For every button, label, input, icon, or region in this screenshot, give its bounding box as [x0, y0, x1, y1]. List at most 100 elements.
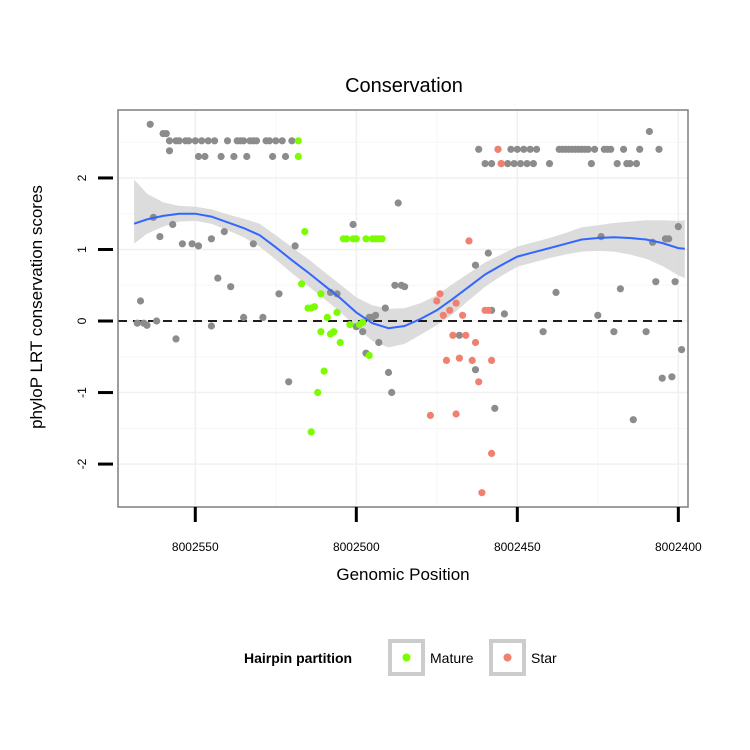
point-star: [488, 449, 496, 457]
point-mature: [320, 367, 328, 375]
point-other: [259, 313, 267, 321]
point-other: [165, 147, 174, 155]
point-mature: [346, 321, 354, 329]
point-other: [388, 388, 396, 397]
point-other: [375, 338, 383, 347]
point-mature: [365, 351, 373, 359]
point-other: [194, 152, 203, 161]
point-other: [194, 242, 203, 250]
point-other: [587, 160, 596, 168]
legend-label-mature: Mature: [430, 650, 474, 666]
panel-border: [117, 109, 689, 508]
loess-smooth-line: [133, 212, 685, 330]
point-other: [230, 152, 238, 161]
point-other: [156, 233, 164, 241]
point-star: [462, 331, 470, 339]
point-star: [452, 299, 460, 307]
point-star: [465, 237, 473, 245]
point-other: [201, 152, 209, 161]
point-other: [220, 228, 228, 236]
point-other: [243, 152, 251, 161]
point-other: [372, 311, 380, 319]
point-mature: [343, 235, 351, 243]
point-star: [475, 378, 483, 386]
x-tick-label: 8002550: [172, 540, 219, 554]
point-other: [169, 220, 177, 229]
point-other: [394, 199, 402, 207]
x-tick-label: 8002450: [494, 540, 541, 554]
point-other: [165, 137, 174, 145]
y-tick-label: 2: [75, 174, 89, 181]
point-other: [281, 152, 290, 161]
y-tick-label: 0: [75, 317, 89, 324]
point-other: [153, 317, 161, 325]
point-other: [269, 152, 277, 161]
point-other: [278, 137, 286, 145]
point-other: [272, 137, 280, 145]
point-mature: [294, 152, 302, 161]
point-other: [143, 321, 151, 329]
point-other: [584, 145, 592, 153]
legend: Hairpin partition Mature Star: [244, 639, 557, 676]
point-other: [613, 160, 621, 168]
point-other: [359, 328, 367, 336]
point-other: [665, 235, 673, 243]
point-mature: [317, 328, 325, 336]
point-other: [539, 328, 547, 336]
point-other: [217, 152, 225, 161]
point-mature: [378, 235, 386, 243]
point-mature: [333, 308, 341, 316]
point-other: [510, 160, 518, 168]
point-other: [475, 145, 483, 153]
point-star: [442, 356, 451, 364]
point-other: [484, 249, 492, 257]
point-other: [162, 130, 170, 138]
point-mature: [359, 318, 367, 326]
point-other: [175, 137, 183, 145]
point-other: [240, 137, 248, 145]
point-other: [288, 137, 296, 145]
legend-key-star: [503, 653, 512, 662]
point-star: [484, 306, 492, 314]
y-tick-label: 1: [75, 246, 89, 253]
point-other: [481, 160, 489, 168]
point-star: [455, 354, 463, 362]
point-other: [642, 328, 650, 336]
point-other: [500, 310, 508, 318]
point-other: [678, 346, 686, 354]
point-mature: [330, 328, 338, 336]
point-other: [178, 240, 186, 248]
point-other: [136, 297, 145, 305]
y-tick-label: -1: [75, 387, 89, 398]
point-star: [426, 411, 434, 419]
confidence-band: [134, 179, 685, 348]
point-other: [533, 145, 541, 153]
point-other: [191, 137, 199, 145]
point-other: [616, 285, 625, 293]
point-other: [204, 137, 212, 145]
point-other: [223, 137, 232, 145]
point-mature: [362, 235, 370, 243]
point-other: [291, 242, 299, 250]
point-mature: [301, 228, 309, 236]
point-other: [471, 261, 480, 269]
point-mature: [352, 235, 360, 243]
point-other: [545, 160, 554, 168]
point-other: [671, 278, 679, 286]
point-star: [494, 145, 502, 153]
point-other: [384, 368, 393, 377]
point-other: [620, 145, 628, 153]
axes: 8002550 8002500 8002450 8002400 -2 -1 0 1 2: [75, 174, 702, 554]
panel-frame: [117, 109, 689, 508]
point-other: [240, 313, 248, 321]
point-mature: [317, 290, 325, 298]
point-mature: [323, 313, 331, 321]
point-other: [629, 416, 637, 424]
point-other: [185, 137, 193, 145]
point-other: [146, 120, 154, 128]
data-points: [133, 120, 686, 497]
point-other: [207, 322, 215, 330]
point-other: [607, 145, 615, 153]
point-mature: [310, 303, 318, 311]
point-other: [597, 233, 605, 241]
